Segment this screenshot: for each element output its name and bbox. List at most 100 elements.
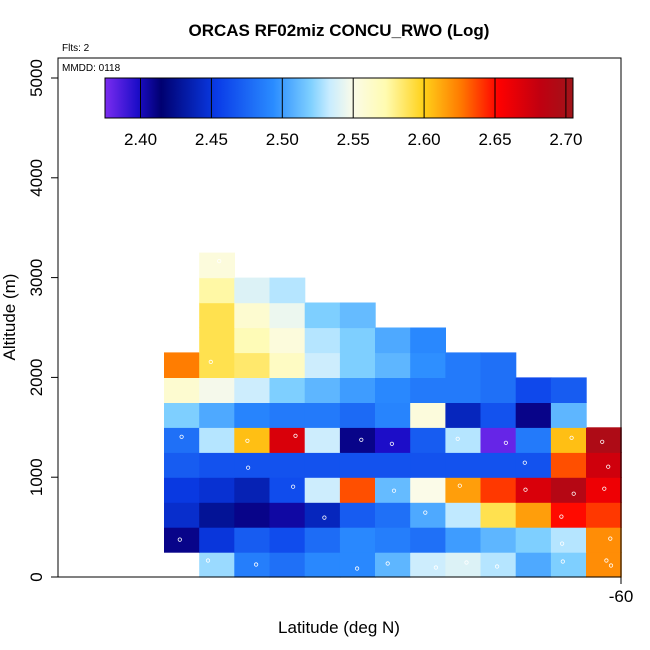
heatmap-cell [586,452,622,478]
heatmap-cell [269,402,306,428]
heatmap-cell [269,552,306,578]
heatmap-cell [269,327,306,354]
heatmap-cell [480,552,517,578]
colorbar-tick-label: 2.50 [266,130,299,149]
heatmap-cell [410,352,446,378]
heatmap-cell [164,452,200,478]
sample-marker [523,487,528,492]
heatmap-cell [515,377,552,403]
sample-marker [559,541,565,546]
sample-marker [322,515,327,520]
heatmap-cell [515,427,552,453]
heatmap-cell [199,477,235,503]
heatmap-cell [199,502,235,528]
sample-marker [177,537,182,542]
heatmap-cell [199,352,235,378]
heatmap-cell [164,377,200,403]
colorbar: 2.40 2.45 2.50 2.55 2.60 2.65 2.70 [104,77,582,149]
heatmap-cell [304,552,341,578]
plot-frame [57,57,622,578]
x-axis-label: Latitude (deg N) [278,618,400,637]
heatmap-cell [480,352,517,378]
heatmap-cell [445,552,482,578]
heatmap-cell [480,402,517,428]
heatmap-cell [480,427,517,453]
heatmap-cell [339,527,376,553]
x-tick-label: -60 [609,587,634,606]
heatmap-cell [269,452,306,478]
heatmap-cell [164,402,200,428]
heatmap-cell [234,277,271,304]
y-tick-label: 4000 [27,159,46,197]
sample-marker [608,536,613,541]
heatmap-cell [375,427,411,453]
heatmap-cell [410,427,446,453]
heatmap-cell [480,477,517,503]
sample-marker [571,491,576,496]
heatmap-cell [375,527,411,553]
heatmap-cell [269,477,306,503]
heatmap-cell [339,552,376,578]
chart-title: ORCAS RF02miz CONCU_RWO (Log) [189,21,490,40]
heatmap-cell [410,527,446,553]
sample-marker [359,437,364,442]
heatmap-cell [339,327,376,354]
heatmap-cell [269,352,306,378]
heatmap-cell [304,327,341,354]
heatmap-cell [375,352,411,378]
heatmap-cell [269,502,306,528]
sample-marker [385,561,390,566]
heatmap-cell [586,502,622,528]
heatmap-cell [410,452,446,478]
heatmap-cell [375,452,411,478]
sample-marker [494,564,500,569]
heatmap-cell [586,427,622,453]
y-tick-label: 3000 [27,259,46,297]
heatmap-cell [445,502,482,528]
heatmap-cell [199,277,235,304]
heatmap-cell [234,377,271,403]
heatmap-cell [234,327,271,354]
sample-marker [573,363,578,368]
heatmap-cell [269,377,306,403]
sample-marker [245,438,250,443]
y-tick-label: 2000 [27,358,46,396]
sample-marker [606,464,611,469]
date-note: MMDD: 0118 [62,63,121,74]
colorbar-tick-label: 2.55 [337,130,370,149]
y-tick-label: 5000 [27,59,46,97]
sample-marker [559,514,564,519]
heatmap-cell [199,377,235,403]
heatmap-cell [304,502,341,528]
sample-marker [217,258,222,264]
heatmap-cell [550,552,587,578]
heatmap-cell [234,402,271,428]
heatmap-cell [550,527,587,553]
sample-marker [293,433,298,438]
sample-marker [608,563,614,568]
heatmap-cell [234,452,271,478]
heatmap-cell [375,402,411,428]
heatmap-cell [515,402,552,428]
heatmap-cell [480,502,517,528]
heatmap-cell [304,477,341,503]
heatmap-cell [269,527,306,553]
sample-marker [600,439,605,444]
heatmap-cell [234,552,271,578]
heatmap-cell [199,402,235,428]
sample-marker [354,566,360,571]
sample-marker [604,558,609,563]
sample-marker [290,484,296,489]
heatmap-cell [304,402,341,428]
sample-marker [569,435,574,440]
heatmap-cell [199,452,235,478]
heatmap-cell [269,277,306,304]
heatmap-cell [410,377,446,403]
heatmap-cell [515,452,552,478]
heatmap-cell [445,352,482,378]
heatmap-cell [410,327,446,354]
heatmap-cell [550,427,587,453]
heatmap-cell [480,452,517,478]
sample-marker [560,559,565,564]
y-tick-label: 1000 [27,458,46,496]
